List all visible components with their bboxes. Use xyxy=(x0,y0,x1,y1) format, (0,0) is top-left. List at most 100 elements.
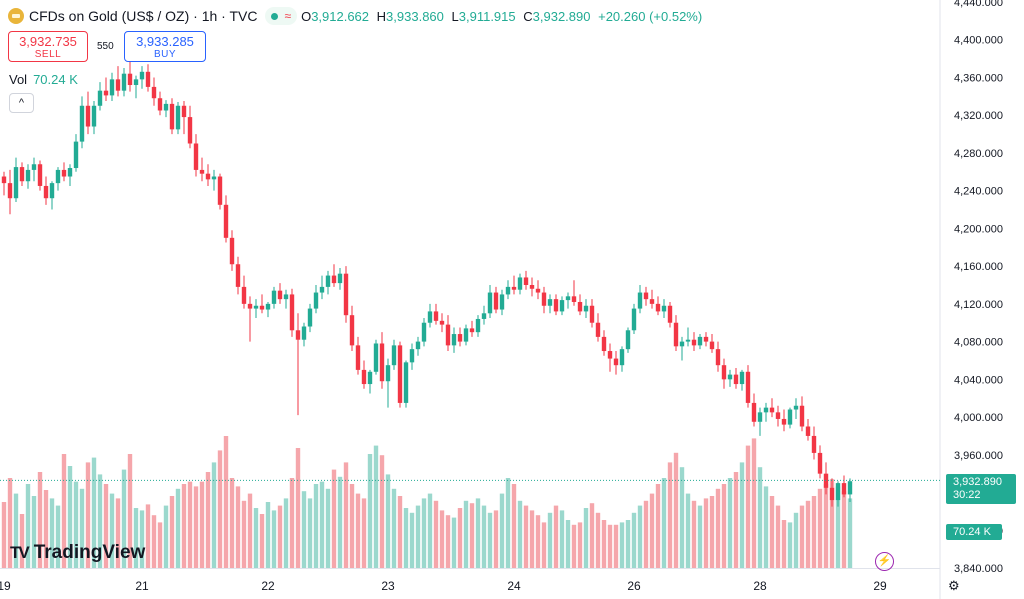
volume-bar xyxy=(523,505,529,568)
volume-bar xyxy=(439,510,445,568)
candle-body xyxy=(649,299,655,304)
buy-label: BUY xyxy=(153,49,177,60)
candle-body xyxy=(757,412,763,422)
volume-bar xyxy=(433,500,439,568)
candle-body xyxy=(499,294,505,310)
volume-bar xyxy=(283,498,289,568)
candle-body xyxy=(229,237,235,265)
buy-button[interactable]: 3,933.285 BUY xyxy=(124,31,206,62)
candle-body xyxy=(805,426,811,436)
candle-body xyxy=(277,290,283,300)
candle-body xyxy=(787,409,793,425)
volume-bar xyxy=(247,493,253,568)
candle-body xyxy=(361,369,367,385)
volume-bar xyxy=(577,522,583,568)
candle-body xyxy=(25,169,31,182)
candle-body xyxy=(415,341,421,350)
volume-bar xyxy=(271,510,277,568)
symbol-title[interactable]: CFDs on Gold (US$ / OZ) · 1h · TVC xyxy=(29,8,258,24)
chart-grid xyxy=(0,0,941,599)
volume-bar xyxy=(739,462,745,568)
candle-body xyxy=(7,183,13,199)
candle-body xyxy=(727,374,733,380)
candle-body xyxy=(679,341,685,347)
volume-legend[interactable]: Vol 70.24 K xyxy=(9,72,78,87)
volume-bar xyxy=(199,481,205,568)
time-tick-label: 21 xyxy=(135,579,149,593)
price-tick-label: 4,280.000 xyxy=(954,148,1003,160)
candle-body xyxy=(199,169,205,174)
candle-body xyxy=(403,362,409,403)
volume-bar xyxy=(241,500,247,568)
candle-body xyxy=(571,296,577,302)
volume-bar xyxy=(595,512,601,568)
candle-body xyxy=(355,345,361,370)
volume-bar xyxy=(619,522,625,568)
volume-bar xyxy=(277,505,283,568)
volume-bar xyxy=(7,478,13,568)
candle-body xyxy=(481,313,487,319)
volume-bar xyxy=(187,481,193,568)
volume-bar xyxy=(697,505,703,568)
candle-body xyxy=(175,105,181,130)
candle-body xyxy=(61,169,67,177)
volume-bar xyxy=(97,474,103,568)
candle-body xyxy=(595,322,601,337)
volume-bar xyxy=(313,484,319,568)
candle-body xyxy=(637,292,643,309)
candle-body xyxy=(367,371,373,385)
volume-bar xyxy=(13,493,19,568)
candle-body xyxy=(781,418,787,425)
candle-body xyxy=(493,292,499,310)
volume-bar xyxy=(325,488,331,568)
candle-body xyxy=(619,349,625,366)
candle-body xyxy=(439,320,445,325)
candle-body xyxy=(445,324,451,346)
candle-body xyxy=(391,345,397,366)
volume-bar xyxy=(151,515,157,568)
candle-body xyxy=(715,349,721,366)
time-tick-label: 29 xyxy=(873,579,887,593)
collapse-legend-button[interactable]: ^ xyxy=(9,93,34,113)
volume-bar xyxy=(373,445,379,568)
volume-bar xyxy=(19,514,25,568)
candle-body xyxy=(319,286,325,293)
volume-bar xyxy=(847,498,853,568)
volume-bar xyxy=(61,454,67,568)
tradingview-logo[interactable]: TV TradingView xyxy=(10,542,145,564)
volume-bar xyxy=(73,481,79,568)
volume-bar xyxy=(295,448,301,568)
candle-body xyxy=(643,292,649,300)
candle-body xyxy=(313,292,319,309)
volume-bar xyxy=(169,496,175,568)
volume-bar xyxy=(583,508,589,568)
volume-bar xyxy=(643,500,649,568)
volume-bar xyxy=(613,524,619,568)
bolt-icon[interactable]: ⚡ xyxy=(875,552,894,571)
time-axis[interactable]: 19 21 22 23 24 26 28 29 xyxy=(0,579,887,593)
volume-bar xyxy=(145,504,151,568)
price-tick-label: 4,160.000 xyxy=(954,261,1003,273)
volume-bar xyxy=(451,517,457,568)
candle-body xyxy=(523,277,529,285)
candlesticks xyxy=(1,60,853,507)
volume-bar xyxy=(265,502,271,568)
sell-button[interactable]: 3,932.735 SELL xyxy=(8,31,88,62)
candle-body xyxy=(517,277,523,290)
gear-icon[interactable]: ⚙ xyxy=(948,578,960,593)
candle-body xyxy=(487,292,493,314)
volume-bar xyxy=(409,512,415,568)
candle-body xyxy=(241,286,247,304)
candle-body xyxy=(535,288,541,293)
time-tick-label: 23 xyxy=(381,579,395,593)
candle-body xyxy=(19,167,25,182)
candle-body xyxy=(283,294,289,300)
candle-body xyxy=(661,305,667,312)
wave-icon: ≈ xyxy=(284,9,292,23)
candle-body xyxy=(613,358,619,366)
candle-body xyxy=(145,71,151,87)
volume-bar xyxy=(841,491,847,568)
market-status-pill[interactable]: ≈ xyxy=(265,7,298,25)
volume-bar xyxy=(703,498,709,568)
